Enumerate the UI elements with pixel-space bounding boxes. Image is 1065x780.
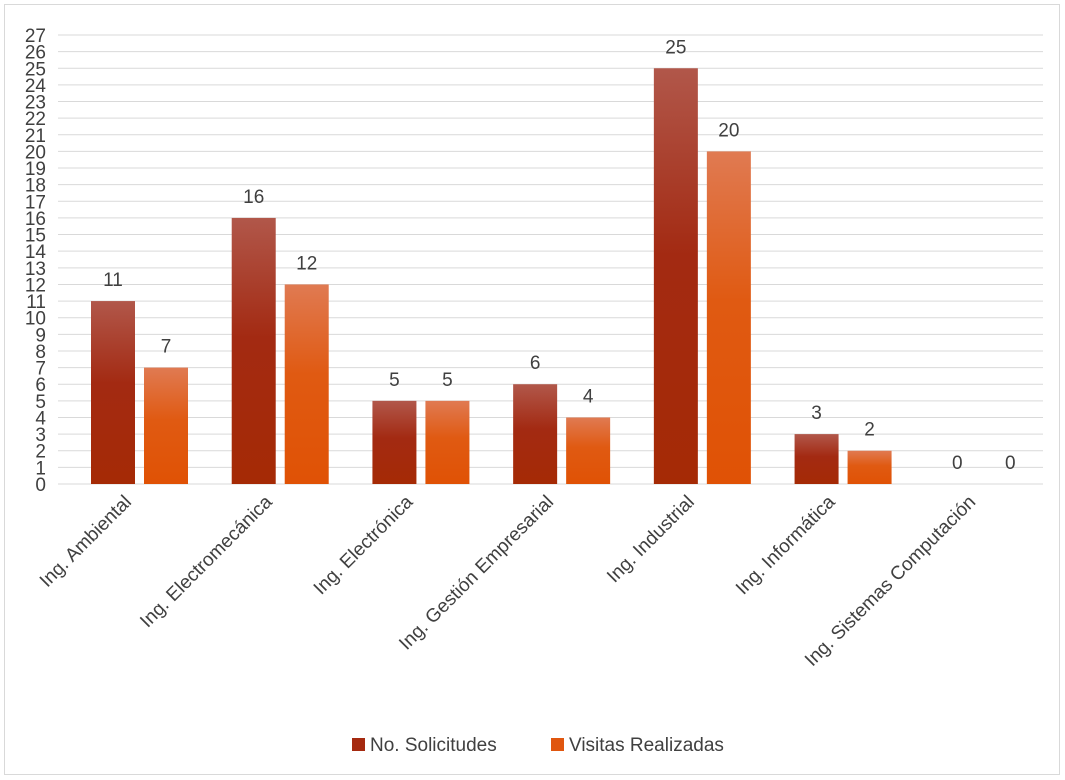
data-label: 6 <box>530 353 541 374</box>
bar-solicitudes <box>91 301 135 484</box>
y-tick-label: 24 <box>25 76 47 97</box>
y-tick-label: 19 <box>25 159 46 180</box>
y-tick-label: 15 <box>25 226 46 247</box>
y-tick-label: 16 <box>25 209 46 230</box>
y-tick-label: 8 <box>35 342 46 363</box>
y-axis-ticks: 0123456789101112131415161718192021222324… <box>25 26 47 496</box>
y-tick-label: 23 <box>25 93 46 114</box>
y-tick-label: 20 <box>25 142 46 163</box>
bar-visitas <box>566 417 611 484</box>
y-tick-label: 9 <box>35 325 46 346</box>
data-label: 3 <box>811 403 822 424</box>
y-tick-label: 22 <box>25 109 46 130</box>
y-tick-label: 25 <box>25 59 46 80</box>
y-tick-label: 5 <box>35 392 46 413</box>
bar-visitas <box>847 450 892 484</box>
x-category-label: Ing. Electromecánica <box>136 491 277 632</box>
bar-visitas <box>425 400 470 484</box>
data-label: 25 <box>665 37 686 58</box>
y-tick-label: 7 <box>35 359 46 380</box>
bar-solicitudes <box>794 434 839 484</box>
x-category-label: Ing. Industrial <box>603 492 699 588</box>
bar-solicitudes <box>231 217 276 485</box>
legend-swatch <box>551 738 564 751</box>
data-label: 5 <box>442 370 453 391</box>
y-tick-label: 12 <box>25 275 46 296</box>
legend-swatch <box>352 738 365 751</box>
data-label: 4 <box>583 386 594 407</box>
y-tick-label: 14 <box>25 242 47 263</box>
y-tick-label: 0 <box>35 475 46 496</box>
legend: No. Solicitudes Visitas Realizadas <box>352 735 724 756</box>
data-label: 11 <box>103 270 123 291</box>
x-category-label: Ing. Informática <box>732 491 840 599</box>
x-category-label: Ing. Sistemas Computación <box>801 492 980 671</box>
legend-label: Visitas Realizadas <box>569 735 724 756</box>
legend-label: No. Solicitudes <box>370 735 497 756</box>
bar-solicitudes <box>513 384 558 484</box>
y-tick-label: 13 <box>25 259 46 280</box>
y-tick-label: 6 <box>35 375 46 396</box>
y-tick-label: 3 <box>35 425 46 446</box>
data-label: 0 <box>952 453 963 474</box>
y-tick-label: 4 <box>35 408 46 429</box>
x-category-label: Ing. Electrónica <box>310 491 418 599</box>
y-tick-label: 10 <box>25 309 46 330</box>
y-tick-label: 21 <box>25 126 46 147</box>
y-tick-label: 11 <box>26 292 46 313</box>
data-label: 2 <box>864 420 875 441</box>
bars <box>91 68 892 485</box>
x-category-label: Ing. Gestión Empresarial <box>395 492 558 655</box>
y-tick-label: 27 <box>25 26 46 47</box>
x-axis-categories: Ing. Ambiental Ing. Electromecánica Ing. E… <box>36 491 980 670</box>
data-label: 5 <box>389 370 400 391</box>
bar-visitas <box>706 151 751 484</box>
data-label: 7 <box>161 337 172 358</box>
y-tick-label: 26 <box>25 43 46 64</box>
data-label: 12 <box>296 253 317 274</box>
y-tick-label: 18 <box>25 176 46 197</box>
x-category-label: Ing. Ambiental <box>36 492 136 592</box>
bar-visitas <box>144 367 188 484</box>
bar-solicitudes <box>653 68 698 484</box>
data-label: 20 <box>718 120 739 141</box>
y-tick-label: 2 <box>35 442 46 463</box>
data-label: 0 <box>1005 453 1016 474</box>
y-tick-label: 1 <box>35 458 46 479</box>
bar-solicitudes <box>372 400 417 484</box>
data-label: 16 <box>243 187 264 208</box>
bar-visitas <box>284 284 329 484</box>
y-tick-label: 17 <box>25 192 46 213</box>
